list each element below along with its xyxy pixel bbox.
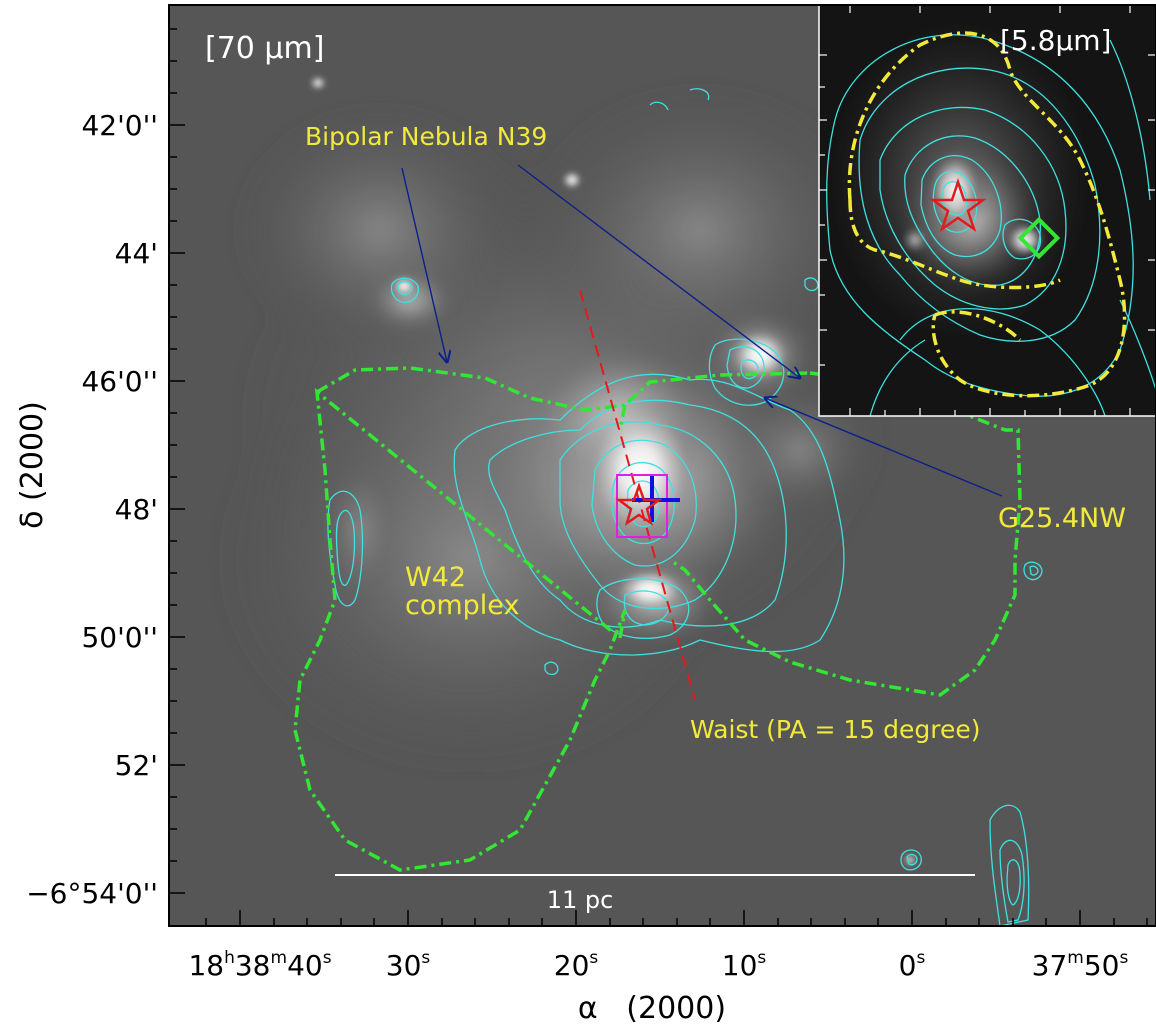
inset-star-marker-icon	[929, 178, 987, 233]
w42-boundary-outline	[293, 366, 1022, 872]
x-tick-label: 0s	[899, 948, 926, 982]
x-tick-label: 10s	[722, 948, 767, 982]
y-tick-label: 50'0''	[81, 621, 158, 654]
label-complex: complex	[405, 590, 519, 621]
inset-image-panel: [5.8μm]	[818, 4, 1156, 417]
star-marker-icon	[615, 482, 663, 526]
x-axis-label: α (2000)	[578, 991, 726, 1026]
label-g254nw: G25.4NW	[998, 503, 1126, 534]
arrow-g254nw	[765, 398, 1003, 497]
label-waist: Waist (PA = 15 degree)	[690, 715, 980, 744]
band-label-70um: [70 μm]	[205, 31, 324, 66]
y-tick-label: 48'	[115, 493, 158, 526]
y-tick-label: 46'0''	[81, 365, 158, 398]
inset-boundary-outline	[847, 31, 1127, 398]
label-w42: W42	[405, 562, 466, 593]
y-axis-label: δ (2000)	[15, 401, 50, 529]
y-tick-labels: 42'0'' 44' 46'0'' 48' 50'0'' 52' −6°54'0…	[26, 109, 158, 910]
y-tick-label: 44'	[115, 237, 158, 270]
x-tick-labels: 18h38m40s 30s 20s 10s 0s 37m50s	[188, 948, 1128, 982]
axis-ticks	[169, 28, 1148, 926]
scale-bar-label: 11 pc	[547, 886, 614, 914]
marker-box	[616, 474, 668, 538]
arrow-bipolar-right	[517, 164, 800, 378]
y-tick-label: −6°54'0''	[26, 877, 158, 910]
band-label-5p8um: [5.8μm]	[1000, 24, 1111, 57]
arrow-bipolar-left	[401, 167, 447, 362]
y-tick-label: 42'0''	[81, 109, 158, 142]
diamond-marker-icon	[1017, 216, 1061, 260]
label-bipolar-nebula: Bipolar Nebula N39	[305, 122, 547, 151]
main-frame	[168, 4, 1156, 927]
x-tick-label: 18h38m40s	[188, 948, 331, 982]
y-tick-label: 52'	[115, 749, 158, 782]
waist-axis-line	[579, 289, 696, 701]
x-tick-label: 20s	[554, 948, 599, 982]
x-tick-label: 37m50s	[1032, 948, 1129, 982]
x-tick-label: 30s	[386, 948, 431, 982]
